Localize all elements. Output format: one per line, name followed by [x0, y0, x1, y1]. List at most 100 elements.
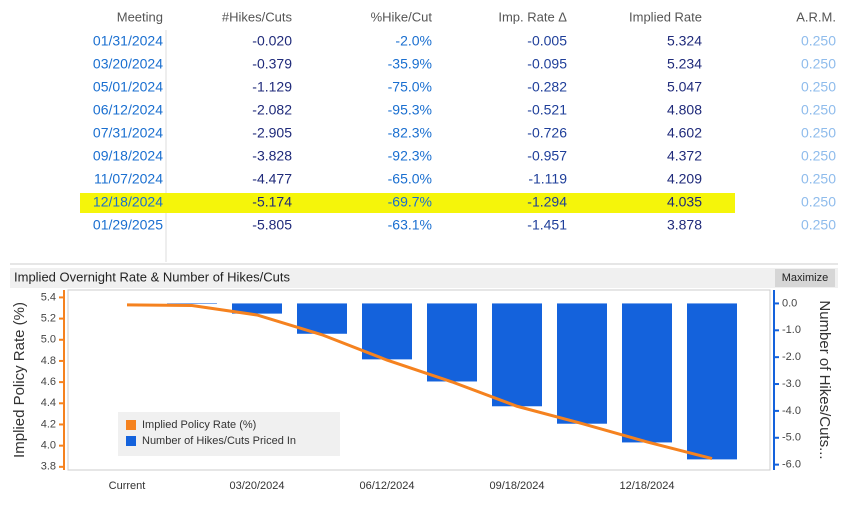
cell: -2.082 [252, 102, 292, 118]
cell: 0.250 [801, 33, 836, 49]
cell: -5.805 [252, 217, 292, 233]
column-header: Imp. Rate Δ [498, 9, 567, 24]
cell: -0.005 [527, 33, 567, 49]
cell: -0.379 [252, 56, 292, 72]
cell: -82.3% [388, 125, 432, 141]
legend-box [118, 412, 340, 456]
row-highlight [80, 193, 735, 213]
cell: 4.808 [667, 102, 702, 118]
cell: 4.602 [667, 125, 702, 141]
cell: 07/31/2024 [93, 125, 163, 141]
cell: -35.9% [388, 56, 432, 72]
cell: -1.294 [527, 194, 567, 210]
cell: 0.250 [801, 148, 836, 164]
cell: 06/12/2024 [93, 102, 163, 118]
cell: 0.250 [801, 56, 836, 72]
cell: -1.119 [528, 171, 567, 187]
cell: 01/29/2025 [93, 217, 163, 233]
legend-label: Number of Hikes/Cuts Priced In [142, 435, 296, 447]
x-tick-label: 06/12/2024 [359, 480, 414, 492]
cell: 5.324 [667, 33, 702, 49]
x-tick-label: 09/18/2024 [489, 480, 544, 492]
cell: -75.0% [388, 79, 432, 95]
bar [362, 303, 412, 360]
bar [427, 303, 477, 382]
table: Meeting #Hikes/Cuts %Hike/Cut Imp. Rate Δ Im… [80, 9, 836, 233]
y-tick-label: 4.4 [41, 397, 56, 409]
column-header: A.R.M. [796, 9, 836, 24]
cell: -2.905 [252, 125, 292, 141]
legend-swatch [126, 436, 136, 446]
column-header: Implied Rate [629, 9, 702, 24]
bar [557, 303, 607, 424]
y2-tick-label: -4.0 [782, 405, 801, 417]
cell: -0.095 [527, 56, 567, 72]
y-tick-label: 4.0 [41, 440, 56, 452]
cell: 11/07/2024 [94, 171, 163, 187]
column-header: #Hikes/Cuts [222, 9, 293, 24]
column-header: %Hike/Cut [371, 9, 433, 24]
line [126, 303, 713, 461]
cell: -1.129 [252, 79, 292, 95]
y-tick-label: 4.2 [41, 418, 56, 430]
cell: 12/18/2024 [93, 194, 163, 210]
legend-label: Implied Policy Rate (%) [142, 419, 256, 431]
cell: 4.372 [667, 148, 702, 164]
cell: -69.7% [388, 194, 432, 210]
x-tick-label: 03/20/2024 [229, 480, 284, 492]
cell: 0.250 [801, 171, 836, 187]
x-tick-label: 12/18/2024 [619, 480, 674, 492]
cell: 0.250 [801, 102, 836, 118]
cell: 5.234 [667, 56, 702, 72]
table-header-bg [0, 0, 848, 30]
cell: -0.282 [527, 79, 567, 95]
y2-tick-label: -2.0 [782, 351, 801, 363]
y-axis-title: Implied Policy Rate (%) [11, 302, 28, 458]
y2-axis-title: Number of Hikes/Cuts... [816, 300, 833, 459]
cell: 0.250 [801, 79, 836, 95]
cell: -95.3% [388, 102, 432, 118]
cell: 03/20/2024 [93, 56, 163, 72]
y-tick-label: 5.4 [41, 291, 56, 303]
bar [232, 303, 282, 314]
cell: 0.250 [801, 194, 836, 210]
cell: 09/18/2024 [93, 148, 163, 164]
cell: -5.174 [252, 194, 292, 210]
cell: 3.878 [667, 217, 702, 233]
y-tick-label: 4.6 [41, 376, 56, 388]
maximize-button[interactable] [775, 269, 835, 287]
bar [167, 303, 217, 304]
y2-tick-label: -5.0 [782, 432, 801, 444]
cell: -0.957 [527, 148, 567, 164]
bar [492, 303, 542, 407]
chart-header [10, 268, 838, 288]
cell: -0.521 [527, 102, 567, 118]
cell: -63.1% [388, 217, 432, 233]
legend-swatch [126, 420, 136, 430]
bar [622, 303, 672, 443]
maximize-label[interactable]: Maximize [782, 272, 828, 284]
bar [687, 303, 737, 460]
cell: 4.209 [667, 171, 702, 187]
chart-title: Implied Overnight Rate & Number of Hikes… [14, 269, 290, 284]
x-tick-label: Current [109, 480, 146, 492]
chart: 3.8 4.0 4.2 4.4 4.6 4.8 5.0 5.2 5.4 -6.0 -5.0 -4.0 -… [11, 290, 833, 492]
y-tick-label: 3.8 [41, 461, 56, 473]
y2-tick-label: -3.0 [782, 378, 801, 390]
cell: 0.250 [801, 125, 836, 141]
cell: 5.047 [667, 79, 702, 95]
y-tick-label: 5.2 [41, 312, 56, 324]
cell: -0.726 [527, 125, 567, 141]
cell: 0.250 [801, 217, 836, 233]
column-header: Meeting [117, 9, 163, 24]
cell: -2.0% [395, 33, 432, 49]
cell: -92.3% [388, 148, 432, 164]
cell: -65.0% [388, 171, 432, 187]
cell: -1.451 [527, 217, 567, 233]
cell: 05/01/2024 [93, 79, 163, 95]
cell: 4.035 [667, 194, 702, 210]
y2-tick-label: -1.0 [782, 324, 801, 336]
cell: -0.020 [252, 33, 292, 49]
cell: -3.828 [252, 148, 292, 164]
